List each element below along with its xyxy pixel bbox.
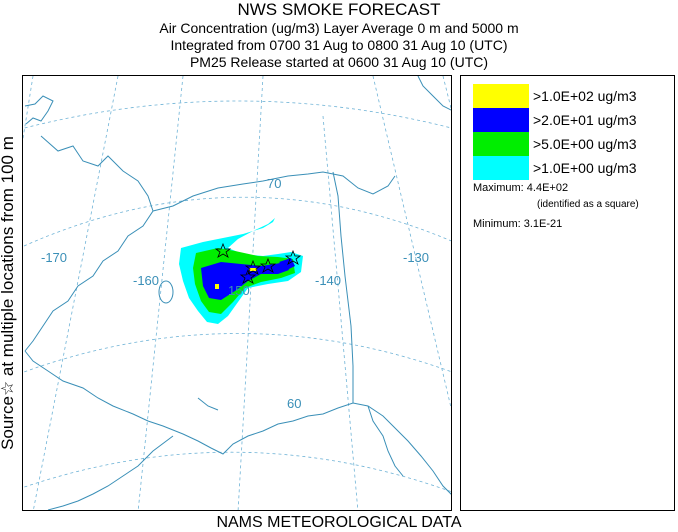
arctic-islands: [417, 76, 451, 111]
minimum-value: Minimum: 3.1E-21: [473, 218, 563, 230]
legend-swatch-blue: [473, 108, 529, 132]
gulf-of-alaska-coast: [24, 350, 451, 495]
lat-label-60: 60: [287, 396, 301, 411]
meridian-180: [23, 76, 34, 141]
graticule: [23, 76, 451, 510]
source-markers: [214, 242, 302, 284]
legend-row: >5.0E+00 ug/m3: [473, 132, 673, 156]
coastlines: [24, 76, 451, 510]
lon-label-160: -160: [133, 273, 159, 288]
map-panel: -170 -160 150 -140 -130 70 60: [22, 75, 452, 511]
data-source-footer: NAMS METEOROLOGICAL DATA: [216, 514, 462, 531]
lat-label-70: 70: [267, 176, 281, 191]
contour-4: [215, 284, 219, 289]
legend-panel: >1.0E+02 ug/m3 >2.0E+01 ug/m3 >5.0E+00 u…: [460, 75, 675, 511]
legend-swatch-cyan: [473, 156, 529, 180]
contour-3b: [279, 258, 295, 270]
legend-label: >5.0E+00 ug/m3: [533, 136, 637, 152]
contour-3: [201, 262, 289, 300]
lon-label-150: 150: [228, 283, 250, 298]
map-canvas: -170 -160 150 -140 -130 70 60: [23, 76, 451, 510]
concentration-subtitle: Air Concentration (ug/m3) Layer Average …: [159, 20, 519, 36]
forecast-title: NWS SMOKE FORECAST: [237, 0, 441, 19]
maximum-note: (identified as a square): [537, 199, 639, 210]
kodiak-coast: [197, 397, 219, 411]
lon-label-140: -140: [315, 273, 341, 288]
release-info: PM25 Release started at 0600 31 Aug 10 (…: [189, 54, 489, 70]
legend-swatch-yellow: [473, 84, 529, 108]
legend-swatch-green: [473, 132, 529, 156]
source-star-icon: [259, 257, 277, 273]
alaska-west-coast: [24, 135, 154, 352]
alaska-peninsula: [47, 435, 174, 510]
panhandle-coast: [367, 405, 404, 477]
smoke-plume: [179, 218, 303, 324]
legend-row: >1.0E+02 ug/m3: [473, 84, 673, 108]
meridian-170: [32, 76, 119, 510]
st-lawrence-island: [158, 280, 174, 304]
meridian-160: [137, 76, 184, 510]
meridian-150: [237, 76, 264, 510]
legend-row: >1.0E+00 ug/m3: [473, 156, 673, 180]
maximum-value: Maximum: 4.4E+02: [473, 182, 569, 194]
source-star-icon: [239, 268, 257, 284]
meridian-140: [322, 115, 359, 510]
parallel-70: [23, 196, 451, 247]
legend-row: >2.0E+01 ug/m3: [473, 108, 673, 132]
siberia-coast: [24, 95, 54, 125]
contour-4b: [249, 268, 257, 271]
meridian-120: [442, 76, 451, 110]
integration-period: Integrated from 0700 31 Aug to 0800 31 A…: [170, 37, 508, 53]
legend-label: >2.0E+01 ug/m3: [533, 112, 637, 128]
meridian-130: [372, 76, 451, 410]
parallel-75: [23, 100, 451, 129]
source-star-icon: [214, 242, 232, 258]
source-star-icon: [244, 259, 262, 275]
source-label: Source☆ at multiple locations from 100 m: [0, 136, 17, 450]
north-slope-coast: [152, 171, 396, 212]
source-star-icon: [284, 249, 302, 265]
lon-label-170: -170: [41, 250, 67, 265]
legend-label: >1.0E+02 ug/m3: [533, 88, 637, 104]
parallel-60: [23, 451, 451, 493]
canada-border: [332, 171, 354, 403]
legend-label: >1.0E+00 ug/m3: [533, 160, 637, 176]
lon-label-130: -130: [403, 250, 429, 265]
parallel-65: [23, 333, 451, 373]
